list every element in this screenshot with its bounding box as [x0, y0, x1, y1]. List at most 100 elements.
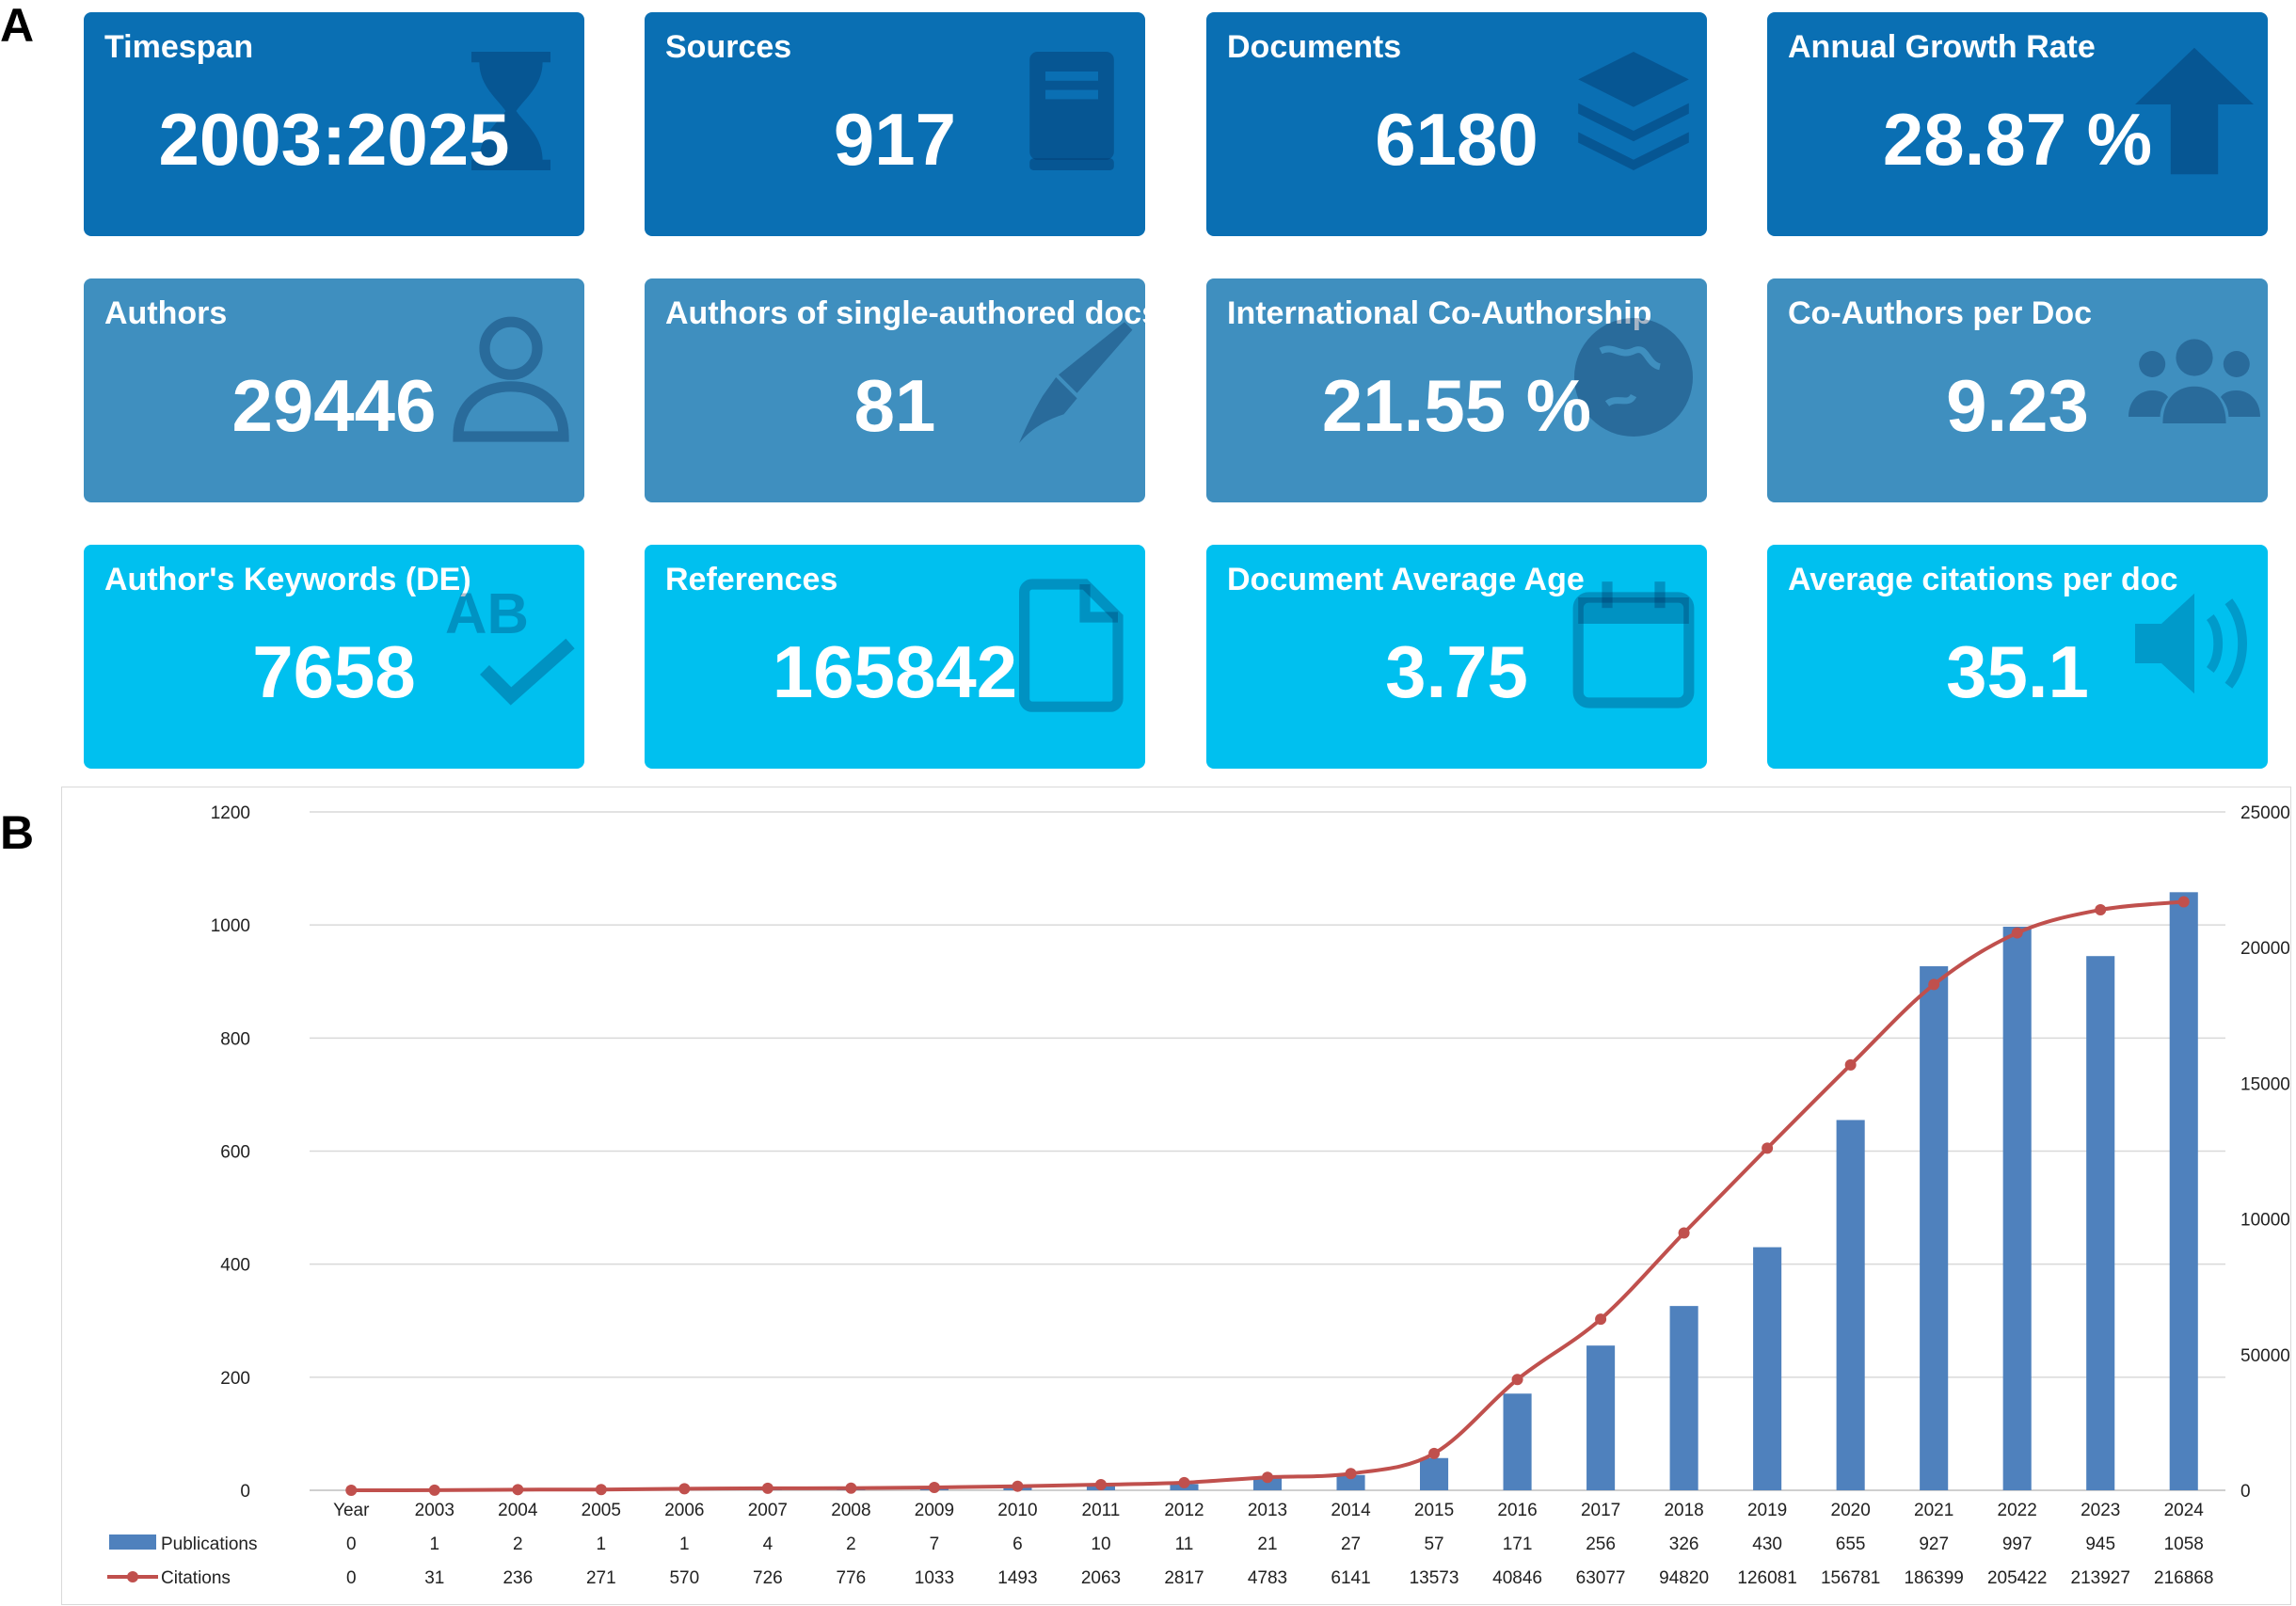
table-value-publications: 27	[1341, 1534, 1361, 1554]
point-citations	[928, 1482, 940, 1494]
y-tick-label: 600	[220, 1143, 250, 1163]
card-value: 9.23	[1946, 364, 2089, 447]
point-citations	[1094, 1479, 1107, 1491]
table-value-citations: 40846	[1492, 1568, 1542, 1588]
metric-card-documents: Documents 6180	[1206, 12, 1707, 236]
category-label: 2004	[498, 1501, 538, 1520]
category-label: 2021	[1914, 1501, 1953, 1520]
point-citations	[2177, 896, 2190, 908]
table-value-publications: 997	[2002, 1534, 2033, 1554]
card-value: 7658	[252, 630, 416, 713]
y2-tick-label: 150000	[2240, 1074, 2290, 1094]
metric-card-document-average-age: Document Average Age 3.75	[1206, 545, 1707, 769]
table-value-citations: 271	[586, 1568, 616, 1588]
card-value: 35.1	[1946, 630, 2089, 713]
metric-card-timespan: Timespan 2003:2025	[84, 12, 584, 236]
point-citations	[512, 1484, 524, 1496]
category-label: 2003	[415, 1501, 454, 1520]
card-title: Average citations per doc	[1788, 562, 2178, 597]
y-tick-label: 1000	[211, 916, 250, 936]
category-label: 2019	[1747, 1501, 1787, 1520]
card-title: Documents	[1227, 29, 1402, 65]
metric-card-average-citations-per-doc: Average citations per doc 35.1	[1767, 545, 2268, 769]
card-title: Document Average Age	[1227, 562, 1585, 597]
card-title: Author's Keywords (DE)	[104, 562, 471, 597]
table-value-citations: 726	[753, 1568, 783, 1588]
table-value-citations: 236	[502, 1568, 533, 1588]
card-value: 81	[853, 364, 936, 447]
users-icon	[2129, 307, 2260, 448]
point-citations	[845, 1482, 857, 1494]
point-citations	[1595, 1313, 1607, 1326]
metric-card-sources: Sources 917	[645, 12, 1145, 236]
table-value-publications: 430	[1752, 1534, 1782, 1554]
card-value: 28.87 %	[1882, 98, 2153, 181]
book-icon	[1006, 40, 1138, 182]
category-label: Year	[333, 1501, 370, 1520]
table-value-citations: 216868	[2154, 1568, 2213, 1588]
card-title: References	[665, 562, 838, 597]
table-value-citations: 31	[424, 1568, 444, 1588]
point-citations	[1178, 1476, 1190, 1488]
y2-tick-label: 250000	[2240, 803, 2290, 823]
category-label: 2018	[1664, 1501, 1703, 1520]
point-citations	[1844, 1058, 1857, 1071]
table-value-publications: 6	[1012, 1534, 1023, 1554]
point-citations	[761, 1482, 773, 1494]
table-value-publications: 326	[1669, 1534, 1699, 1554]
point-citations	[1012, 1480, 1024, 1492]
bar-publications	[1920, 966, 1949, 1490]
category-label: 2013	[1248, 1501, 1287, 1520]
table-value-citations: 1033	[915, 1568, 954, 1588]
table-value-citations: 156781	[1821, 1568, 1880, 1588]
table-value-publications: 171	[1503, 1534, 1533, 1554]
table-value-publications: 927	[1919, 1534, 1949, 1554]
legend-key-publications	[109, 1534, 156, 1550]
metric-card-co-authors-per-doc: Co-Authors per Doc 9.23	[1767, 278, 2268, 502]
table-value-publications: 655	[1836, 1534, 1866, 1554]
category-label: 2024	[2164, 1501, 2205, 1520]
y2-tick-label: 0	[2240, 1482, 2251, 1502]
spellcheck-icon: AB	[445, 573, 577, 714]
bar-publications	[1336, 1474, 1365, 1490]
y-tick-label: 0	[240, 1482, 250, 1502]
hourglass-icon	[445, 40, 577, 182]
card-value: 3.75	[1385, 630, 1528, 713]
y2-tick-label: 100000	[2240, 1211, 2290, 1231]
bar-publications	[1836, 1120, 1865, 1490]
table-value-citations: 94820	[1659, 1568, 1709, 1588]
table-value-citations: 2817	[1164, 1568, 1204, 1588]
card-title: Authors	[104, 295, 228, 331]
table-value-publications: 57	[1424, 1534, 1443, 1554]
point-citations	[2011, 927, 2023, 939]
card-value: 917	[833, 98, 957, 181]
table-value-citations: 205422	[1987, 1568, 2047, 1588]
y-tick-label: 1200	[211, 803, 250, 823]
table-value-citations: 126081	[1737, 1568, 1796, 1588]
card-value: 6180	[1375, 98, 1539, 181]
table-value-publications: 256	[1586, 1534, 1616, 1554]
bar-publications	[2169, 892, 2198, 1490]
table-value-publications: 0	[346, 1534, 357, 1554]
card-title: Authors of single-authored docs	[665, 295, 1145, 331]
card-title: Co-Authors per Doc	[1788, 295, 2092, 331]
table-value-publications: 7	[930, 1534, 940, 1554]
category-label: 2011	[1082, 1501, 1121, 1520]
metric-card-international-co-authorship: International Co-Authorship 21.55 %	[1206, 278, 1707, 502]
file-icon	[1006, 573, 1138, 714]
category-label: 2009	[915, 1501, 954, 1520]
category-label: 2017	[1581, 1501, 1620, 1520]
y2-tick-label: 50000	[2240, 1346, 2290, 1366]
point-citations	[1762, 1142, 1774, 1154]
volume-icon	[2129, 573, 2260, 714]
table-value-publications: 21	[1257, 1534, 1277, 1554]
table-value-citations: 570	[669, 1568, 699, 1588]
combo-chart: 0200400600800100012000500001000001500002…	[107, 803, 2290, 1588]
bar-publications	[1252, 1478, 1283, 1490]
bar-publications	[1753, 1247, 1782, 1490]
legend-label-citations: Citations	[161, 1568, 231, 1588]
table-value-publications: 1	[429, 1534, 439, 1554]
table-value-publications: 1058	[2164, 1534, 2204, 1554]
table-value-citations: 1493	[997, 1568, 1037, 1588]
globe-icon	[1568, 307, 1699, 448]
